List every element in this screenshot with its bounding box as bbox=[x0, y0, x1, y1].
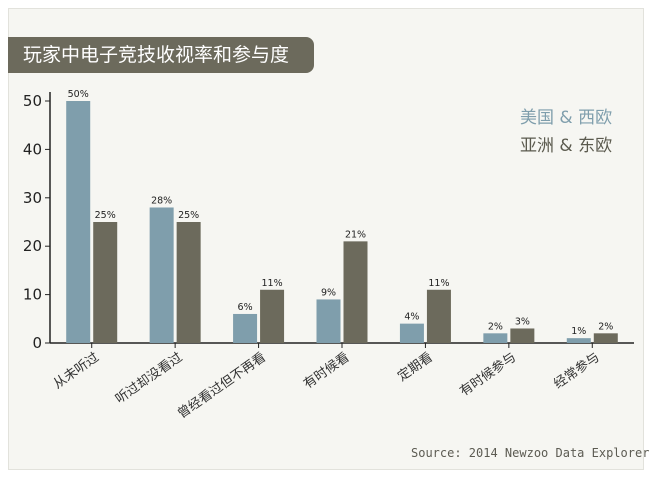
bar-series-1 bbox=[66, 101, 91, 343]
y-tick-label: 50 bbox=[23, 92, 42, 110]
y-tick-label: 10 bbox=[23, 286, 42, 304]
bar-series-1 bbox=[399, 323, 424, 343]
title-banner: 玩家中电子竞技收视率和参与度 bbox=[8, 37, 314, 73]
data-label: 28% bbox=[151, 195, 172, 206]
bar-series-2 bbox=[510, 328, 535, 343]
data-label: 6% bbox=[238, 302, 253, 313]
y-tick-label: 20 bbox=[23, 237, 42, 255]
source-note: Source: 2014 Newzoo Data Explorer bbox=[411, 446, 650, 460]
y-tick-label: 30 bbox=[23, 189, 42, 207]
bar-series-2 bbox=[260, 289, 285, 343]
data-label: 3% bbox=[515, 316, 530, 327]
chart-title: 玩家中电子竞技收视率和参与度 bbox=[23, 44, 290, 66]
data-label: 2% bbox=[598, 321, 613, 332]
data-label: 1% bbox=[571, 326, 586, 337]
y-tick-label: 0 bbox=[32, 334, 42, 352]
legend-entry-series-2: 亚洲 & 东欧 bbox=[520, 136, 613, 156]
x-tick-label: 有时候看 bbox=[301, 349, 353, 392]
x-tick-label: 从未听过 bbox=[51, 350, 102, 392]
x-tick-label: 听过却没看过 bbox=[112, 349, 185, 407]
bar-series-2 bbox=[426, 289, 451, 343]
legend-entry-series-1: 美国 & 西欧 bbox=[520, 108, 613, 128]
bar-series-1 bbox=[483, 333, 508, 343]
data-label: 21% bbox=[345, 229, 366, 240]
bar-series-1 bbox=[149, 207, 174, 343]
bar-series-2 bbox=[593, 333, 618, 343]
data-label: 2% bbox=[488, 321, 503, 332]
bar-series-1 bbox=[316, 299, 341, 343]
data-label: 4% bbox=[404, 312, 419, 323]
data-label: 9% bbox=[321, 287, 336, 298]
data-label: 25% bbox=[95, 210, 116, 221]
bar-series-1 bbox=[566, 338, 591, 343]
data-label: 50% bbox=[68, 89, 89, 100]
data-label: 11% bbox=[262, 278, 283, 289]
bar-series-1 bbox=[233, 313, 258, 343]
x-tick-label: 曾经看过但不再看 bbox=[174, 349, 268, 422]
y-tick-label: 40 bbox=[23, 140, 42, 158]
bar-series-2 bbox=[93, 222, 118, 343]
x-tick-label: 定期看 bbox=[395, 349, 436, 384]
x-tick-label: 有时候参与 bbox=[457, 349, 519, 399]
x-tick-label: 经常参与 bbox=[551, 349, 603, 392]
data-label: 11% bbox=[428, 278, 449, 289]
bar-series-2 bbox=[176, 222, 201, 343]
data-label: 25% bbox=[178, 210, 199, 221]
bar-series-2 bbox=[343, 241, 368, 343]
